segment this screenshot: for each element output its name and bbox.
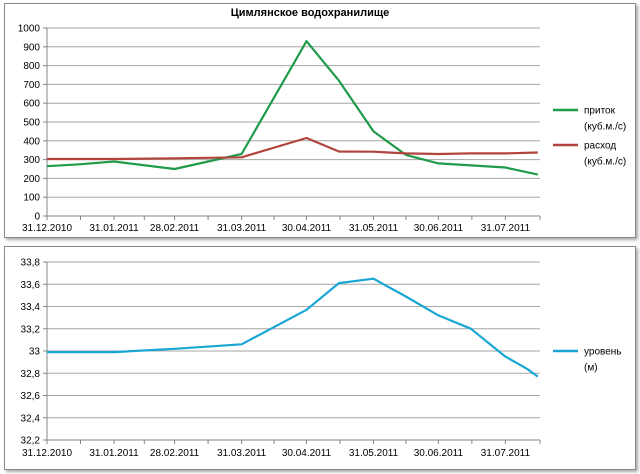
y-tick-label: 33,2 (21, 324, 41, 335)
series-line-1 (47, 136, 538, 161)
y-tick-label: 32,2 (21, 436, 41, 447)
x-tick-label: 31.03.2011 (217, 448, 267, 459)
y-tick-label: 32,8 (21, 369, 41, 380)
legend-label: (куб.м./с) (584, 156, 626, 168)
y-tick-label: 500 (23, 118, 40, 129)
x-tick-label: 28.02.2011 (150, 448, 200, 459)
x-tick-label: 31.01.2011 (89, 448, 139, 459)
x-tick-label: 31.05.2011 (349, 448, 399, 459)
y-tick-label: 1000 (18, 24, 41, 35)
x-tick-label: 28.02.2011 (150, 223, 200, 234)
water-level-chart-panel: 32,2 32,4 32,6 32,8 33 33,2 33,4 33,6 33,8 31.12.… (4, 246, 636, 470)
series-line-0 (46, 40, 539, 176)
y-tick-label: 32,6 (21, 391, 41, 402)
x-tick-label: 31.12.2010 (22, 448, 72, 459)
y-tick-label: 33,8 (21, 258, 41, 269)
y-tick-label: 800 (23, 61, 40, 72)
y-tick-label: 900 (23, 42, 40, 53)
x-tick-label: 30.04.2011 (282, 223, 332, 234)
x-tick-label: 31.12.2010 (22, 223, 72, 234)
y-tick-label: 100 (23, 193, 40, 204)
y-tick-label: 300 (23, 155, 40, 166)
inflow-outflow-chart-panel: Цимлянское водохранилище 0 100 200 300 400 500… (4, 3, 636, 238)
x-tick-label: 30.06.2011 (414, 223, 464, 234)
legend-label: (куб.м./с) (584, 121, 626, 133)
y-tick-label: 33 (29, 347, 41, 358)
x-tick-label: 31.07.2011 (481, 223, 531, 234)
y-tick-label: 600 (23, 99, 40, 110)
x-tick-label: 30.06.2011 (414, 448, 464, 459)
y-tick-label: 33,4 (21, 302, 41, 313)
series-line-0 (47, 277, 539, 378)
x-tick-label: 30.04.2011 (282, 448, 332, 459)
legend-label: уровень (584, 347, 622, 358)
x-tick-label: 31.01.2011 (89, 223, 139, 234)
y-tick-label: 0 (34, 212, 40, 223)
x-tick-label: 31.03.2011 (217, 223, 267, 234)
legend-label: (м) (584, 363, 598, 374)
inflow-outflow-chart: Цимлянское водохранилище 0 100 200 300 400 500… (18, 7, 626, 234)
y-tick-label: 700 (23, 80, 40, 91)
y-tick-label: 200 (23, 174, 40, 185)
y-tick-label: 400 (23, 136, 40, 147)
legend-label: расход (584, 141, 616, 152)
y-tick-label: 32,4 (21, 413, 41, 424)
y-tick-label: 33,6 (21, 280, 41, 291)
legend-label: приток (584, 106, 616, 117)
x-tick-label: 31.05.2011 (349, 223, 399, 234)
chart-title: Цимлянское водохранилище (231, 7, 390, 19)
x-tick-label: 31.07.2011 (481, 448, 531, 459)
water-level-chart: 32,2 32,4 32,6 32,8 33 33,2 33,4 33,6 33,8 31.12.… (21, 258, 622, 460)
